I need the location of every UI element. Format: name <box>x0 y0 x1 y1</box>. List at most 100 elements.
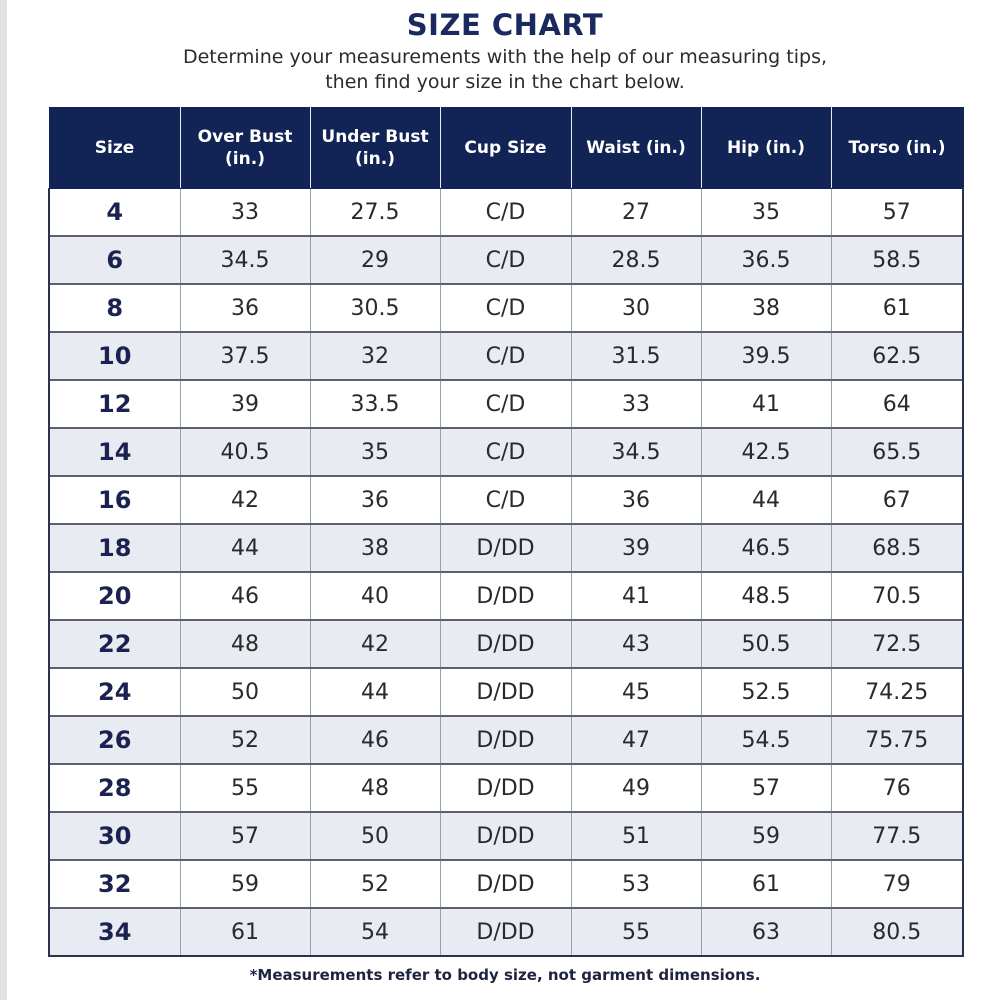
measurement-cell: 39 <box>570 523 702 573</box>
measurement-cell: D/DD <box>439 571 572 621</box>
measurement-cell: C/D <box>439 475 572 525</box>
size-cell: 12 <box>48 379 181 429</box>
table-header-row: Size Over Bust (in.) Under Bust (in.) Cup Siz… <box>48 107 964 189</box>
size-cell: 28 <box>48 763 181 813</box>
measurement-cell: C/D <box>439 188 572 237</box>
table-row: 18 44 38 D/DD 39 46.5 68.5 <box>48 523 964 573</box>
measurement-cell: D/DD <box>439 907 572 957</box>
column-header-unit: (in.) <box>355 149 395 169</box>
column-header: Size <box>48 107 181 189</box>
column-header: Torso (in.) <box>830 107 964 189</box>
page-title: SIZE CHART <box>406 8 604 42</box>
measurement-cell: D/DD <box>439 667 572 717</box>
table-row: 24 50 44 D/DD 45 52.5 74.25 <box>48 667 964 717</box>
table-row: 16 42 36 C/D 36 44 67 <box>48 475 964 525</box>
table-row: 22 48 42 D/DD 43 50.5 72.5 <box>48 619 964 669</box>
column-header-label: Hip (in.) <box>726 138 806 158</box>
column-header: Under Bust (in.) <box>309 107 441 189</box>
size-cell: 16 <box>48 475 181 525</box>
measurement-cell: 39 <box>179 379 311 429</box>
measurement-cell: 36 <box>179 283 311 333</box>
measurement-cell: 57 <box>700 763 832 813</box>
measurement-cell: 57 <box>830 188 964 237</box>
measurement-cell: 34.5 <box>570 427 702 477</box>
measurement-cell: 41 <box>570 571 702 621</box>
measurement-cell: 36.5 <box>700 235 832 285</box>
measurement-cell: D/DD <box>439 859 572 909</box>
measurement-cell: 36 <box>309 475 441 525</box>
measurement-cell: 38 <box>700 283 832 333</box>
table-row: 28 55 48 D/DD 49 57 76 <box>48 763 964 813</box>
size-cell: 24 <box>48 667 181 717</box>
measurement-cell: 54.5 <box>700 715 832 765</box>
measurement-cell: 53 <box>570 859 702 909</box>
measurement-cell: 31.5 <box>570 331 702 381</box>
measurement-cell: D/DD <box>439 811 572 861</box>
column-header: Hip (in.) <box>700 107 832 189</box>
size-cell: 22 <box>48 619 181 669</box>
column-header-label: Cup Size <box>464 138 547 158</box>
measurement-cell: 39.5 <box>700 331 832 381</box>
table-row: 12 39 33.5 C/D 33 41 64 <box>48 379 964 429</box>
measurement-cell: 46 <box>309 715 441 765</box>
measurement-cell: 48.5 <box>700 571 832 621</box>
measurement-cell: D/DD <box>439 619 572 669</box>
measurement-cell: 43 <box>570 619 702 669</box>
measurement-cell: 49 <box>570 763 702 813</box>
measurement-cell: 52 <box>179 715 311 765</box>
measurement-cell: 50 <box>309 811 441 861</box>
measurement-cell: 74.25 <box>830 667 964 717</box>
measurement-cell: 63 <box>700 907 832 957</box>
measurement-cell: 51 <box>570 811 702 861</box>
size-cell: 30 <box>48 811 181 861</box>
measurement-cell: 44 <box>309 667 441 717</box>
column-header-label: Size <box>94 138 135 158</box>
table-row: 30 57 50 D/DD 51 59 77.5 <box>48 811 964 861</box>
subtitle-line-2: then find your size in the chart below. <box>325 71 685 93</box>
table-row: 6 34.5 29 C/D 28.5 36.5 58.5 <box>48 235 964 285</box>
table-row: 14 40.5 35 C/D 34.5 42.5 65.5 <box>48 427 964 477</box>
measurement-cell: 33.5 <box>309 379 441 429</box>
footnote: *Measurements refer to body size, not ga… <box>249 966 761 984</box>
page-subtitle: Determine your measurements with the hel… <box>0 45 1000 95</box>
size-cell: 32 <box>48 859 181 909</box>
measurement-cell: 48 <box>309 763 441 813</box>
measurement-cell: 40 <box>309 571 441 621</box>
table-row: 34 61 54 D/DD 55 63 80.5 <box>48 907 964 957</box>
measurement-cell: 55 <box>570 907 702 957</box>
measurement-cell: 57 <box>179 811 311 861</box>
measurement-cell: 30 <box>570 283 702 333</box>
measurement-cell: C/D <box>439 379 572 429</box>
size-cell: 6 <box>48 235 181 285</box>
measurement-cell: 35 <box>309 427 441 477</box>
measurement-cell: 42.5 <box>700 427 832 477</box>
measurement-cell: C/D <box>439 235 572 285</box>
measurement-cell: C/D <box>439 331 572 381</box>
measurement-cell: 50 <box>179 667 311 717</box>
measurement-cell: 32 <box>309 331 441 381</box>
column-header: Waist (in.) <box>570 107 702 189</box>
column-header-label: Over Bust <box>197 127 293 147</box>
measurement-cell: 62.5 <box>830 331 964 381</box>
column-header: Cup Size <box>439 107 572 189</box>
size-cell: 4 <box>48 188 181 237</box>
measurement-cell: 65.5 <box>830 427 964 477</box>
table-row: 20 46 40 D/DD 41 48.5 70.5 <box>48 571 964 621</box>
table-row: 4 33 27.5 C/D 27 35 57 <box>48 188 964 237</box>
column-header-label: Waist (in.) <box>586 138 686 158</box>
measurement-cell: 29 <box>309 235 441 285</box>
measurement-cell: 50.5 <box>700 619 832 669</box>
column-header-label: Torso (in.) <box>848 138 946 158</box>
table-row: 10 37.5 32 C/D 31.5 39.5 62.5 <box>48 331 964 381</box>
measurement-cell: 46.5 <box>700 523 832 573</box>
measurement-cell: 46 <box>179 571 311 621</box>
measurement-cell: 30.5 <box>309 283 441 333</box>
measurement-cell: 28.5 <box>570 235 702 285</box>
measurement-cell: 70.5 <box>830 571 964 621</box>
size-cell: 8 <box>48 283 181 333</box>
measurement-cell: 76 <box>830 763 964 813</box>
measurement-cell: 59 <box>700 811 832 861</box>
column-header-unit: (in.) <box>225 149 265 169</box>
measurement-cell: 80.5 <box>830 907 964 957</box>
measurement-cell: D/DD <box>439 523 572 573</box>
